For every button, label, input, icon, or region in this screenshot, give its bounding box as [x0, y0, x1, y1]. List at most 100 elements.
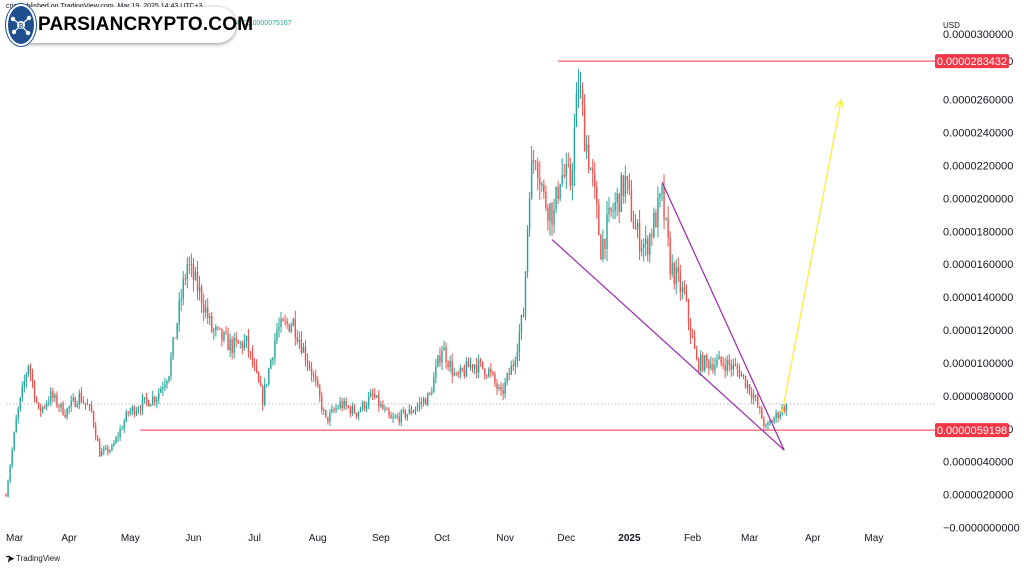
candle [365, 402, 368, 413]
candle-body [569, 165, 572, 186]
candle [190, 253, 193, 278]
candle-body [131, 406, 134, 411]
candle [573, 113, 576, 187]
candle [337, 404, 339, 410]
candle-body [115, 437, 117, 444]
candle-body [740, 374, 743, 377]
candle [111, 443, 113, 452]
candle [80, 387, 83, 404]
candle [710, 356, 712, 371]
candle-body [626, 176, 629, 181]
candle-body [406, 414, 409, 418]
candle [319, 384, 321, 403]
x-tick-label: Dec [557, 533, 575, 544]
candle-body [66, 408, 68, 418]
candle [168, 375, 170, 384]
candle [198, 275, 201, 301]
candle-body [133, 406, 136, 415]
candle [290, 322, 292, 334]
candle [121, 425, 123, 430]
candle-body [192, 263, 195, 280]
candle [559, 183, 561, 202]
candle [439, 347, 441, 367]
price-axis[interactable]: 0.00003000000.00002800000.00002600000.00… [935, 29, 1020, 535]
candle-body [245, 335, 248, 342]
candle-body [528, 198, 531, 230]
candle-body [310, 368, 313, 376]
candle [202, 293, 205, 322]
candle [162, 381, 164, 397]
time-axis[interactable]: Mar Apr May Jun Jul Aug Sep Oct Nov Dec 2025 Feb Mar… [6, 533, 883, 544]
candle [84, 402, 87, 410]
candle [477, 354, 480, 379]
candle-body [447, 362, 449, 368]
candle-body [642, 244, 645, 249]
tradingview-footer[interactable]: ⁊▸ TradingView [6, 553, 60, 564]
candle [451, 353, 453, 384]
candle-body [541, 184, 543, 185]
candle [691, 328, 694, 339]
candle-body [237, 340, 239, 344]
candle [363, 400, 366, 412]
publish-info: cris published on TradingView.com, Mar 1… [6, 3, 203, 10]
candle-body [427, 393, 429, 405]
candle [699, 350, 702, 376]
candle [644, 225, 647, 257]
candle-body [734, 364, 737, 366]
candle [343, 397, 345, 411]
candle [127, 411, 129, 417]
candle-body [508, 373, 510, 375]
candle-body [229, 339, 231, 351]
candle [125, 409, 127, 423]
candle [581, 82, 584, 117]
candle [29, 363, 32, 382]
candle [298, 331, 301, 350]
candle [359, 406, 362, 413]
candle-body [141, 399, 144, 411]
candle-body [204, 307, 207, 313]
candle [284, 314, 286, 326]
candle-body [219, 327, 221, 329]
candle-body [647, 238, 649, 255]
candle [732, 358, 735, 376]
candle [149, 403, 152, 407]
candle [783, 404, 785, 414]
candle-body [286, 321, 288, 325]
candle [555, 185, 557, 214]
candle [702, 351, 704, 373]
candle-body [663, 186, 665, 220]
candle-body [243, 341, 246, 349]
candle [528, 191, 531, 237]
candle-body [651, 234, 653, 237]
candle [418, 397, 421, 412]
candle-body [724, 365, 726, 371]
candle-body [198, 286, 201, 292]
candle-body [539, 177, 541, 185]
candle-body [255, 365, 258, 373]
candle-body [622, 175, 625, 197]
candle [107, 444, 109, 456]
candle-body [730, 364, 732, 370]
candle-body [211, 315, 213, 332]
candle-body [516, 352, 519, 362]
candle [583, 94, 586, 152]
candle-body [583, 105, 586, 152]
candle [74, 396, 76, 408]
candle [657, 186, 659, 238]
candle-body [361, 402, 364, 410]
candle-body [341, 401, 343, 409]
candle-body [738, 369, 741, 377]
candle [5, 493, 7, 497]
candle [618, 192, 620, 223]
candle-body [594, 172, 596, 187]
candle [653, 207, 655, 239]
candle-body [502, 389, 504, 394]
candlestick-series [5, 68, 787, 498]
candle [543, 179, 545, 199]
candle-body [335, 408, 337, 411]
candle [48, 396, 50, 407]
candle [551, 201, 553, 236]
candle [496, 379, 498, 396]
candle [86, 398, 89, 406]
